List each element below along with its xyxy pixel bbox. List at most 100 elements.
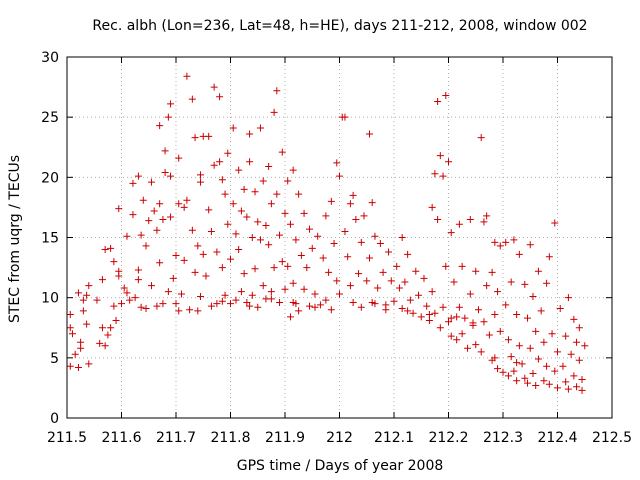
data-point [548, 330, 556, 338]
data-point [139, 196, 147, 204]
data-point [276, 298, 284, 306]
data-point [224, 220, 232, 228]
data-point [483, 282, 491, 290]
data-point [188, 226, 196, 234]
data-point [573, 383, 581, 391]
data-point [115, 205, 123, 213]
data-point [134, 266, 142, 274]
data-point [295, 190, 303, 198]
x-tick-label: 211.6 [101, 430, 141, 446]
data-point [147, 282, 155, 290]
data-point [156, 259, 164, 267]
data-point [554, 384, 561, 392]
data-point [458, 262, 466, 270]
data-point [352, 215, 360, 223]
data-point [578, 386, 586, 394]
data-point [232, 230, 240, 238]
y-tick-label: 5 [50, 351, 59, 367]
data-point [150, 207, 158, 215]
data-point [126, 296, 134, 304]
data-point [513, 359, 521, 367]
data-point [436, 324, 444, 332]
x-tick-label: 211.8 [210, 430, 250, 446]
data-point [297, 252, 305, 260]
data-point [270, 108, 278, 116]
data-point [526, 241, 534, 249]
data-point [251, 265, 259, 273]
data-point [199, 250, 207, 258]
data-point [134, 276, 142, 284]
data-point [156, 122, 164, 130]
data-point [425, 311, 433, 319]
data-point [406, 296, 414, 304]
data-point [295, 307, 303, 315]
data-point [371, 300, 379, 308]
x-tick-label: 211.5 [47, 430, 87, 446]
data-point [532, 327, 540, 335]
data-point [357, 303, 365, 311]
data-point [543, 362, 551, 370]
x-axis-label: GPS time / Days of year 2008 [237, 458, 444, 474]
data-point [346, 200, 354, 208]
data-point [401, 278, 409, 286]
data-point [532, 382, 540, 390]
data-point [186, 306, 194, 314]
data-point [281, 285, 289, 293]
data-point [455, 303, 463, 311]
data-point [229, 200, 237, 208]
chart-title: Rec. albh (Lon=236, Lat=48, h=HE), days … [92, 18, 587, 34]
data-point [273, 190, 281, 198]
x-tick-label: 212 [326, 430, 353, 446]
data-point [259, 177, 267, 185]
data-point [129, 179, 137, 187]
data-point [466, 215, 474, 223]
data-point [562, 332, 570, 340]
data-point [292, 236, 300, 244]
data-point [172, 300, 180, 308]
data-point [235, 246, 243, 254]
data-point [153, 302, 161, 310]
data-point [286, 313, 294, 321]
data-point [488, 268, 496, 276]
data-point [129, 211, 137, 219]
data-point [205, 206, 213, 214]
data-point [382, 306, 390, 314]
data-point [447, 314, 455, 322]
data-point [431, 170, 439, 178]
data-point [551, 219, 559, 227]
data-point [474, 306, 482, 314]
data-point [167, 172, 175, 180]
data-point [101, 246, 109, 254]
data-point [570, 372, 578, 380]
data-point [336, 172, 343, 180]
data-point [207, 227, 215, 235]
data-point [164, 288, 172, 296]
data-point [110, 258, 118, 266]
data-point [573, 338, 581, 346]
data-point [79, 296, 87, 304]
data-point [188, 95, 196, 103]
data-point [447, 229, 455, 237]
data-point [314, 232, 322, 240]
data-point [349, 191, 357, 199]
data-point [404, 250, 412, 258]
data-point [110, 302, 118, 310]
data-point [273, 87, 281, 95]
data-point [404, 307, 412, 315]
data-point [327, 197, 335, 205]
data-point [265, 241, 273, 249]
data-point [284, 262, 292, 270]
data-point [156, 200, 164, 208]
data-point [267, 200, 275, 208]
data-point [243, 298, 251, 306]
data-point [221, 291, 229, 299]
data-point [540, 377, 548, 385]
data-point [551, 367, 559, 375]
data-point [175, 200, 183, 208]
data-point [240, 270, 248, 278]
data-point [213, 300, 221, 308]
data-point [477, 348, 485, 356]
data-point [461, 314, 469, 322]
data-point [183, 72, 191, 80]
data-point [180, 203, 188, 211]
